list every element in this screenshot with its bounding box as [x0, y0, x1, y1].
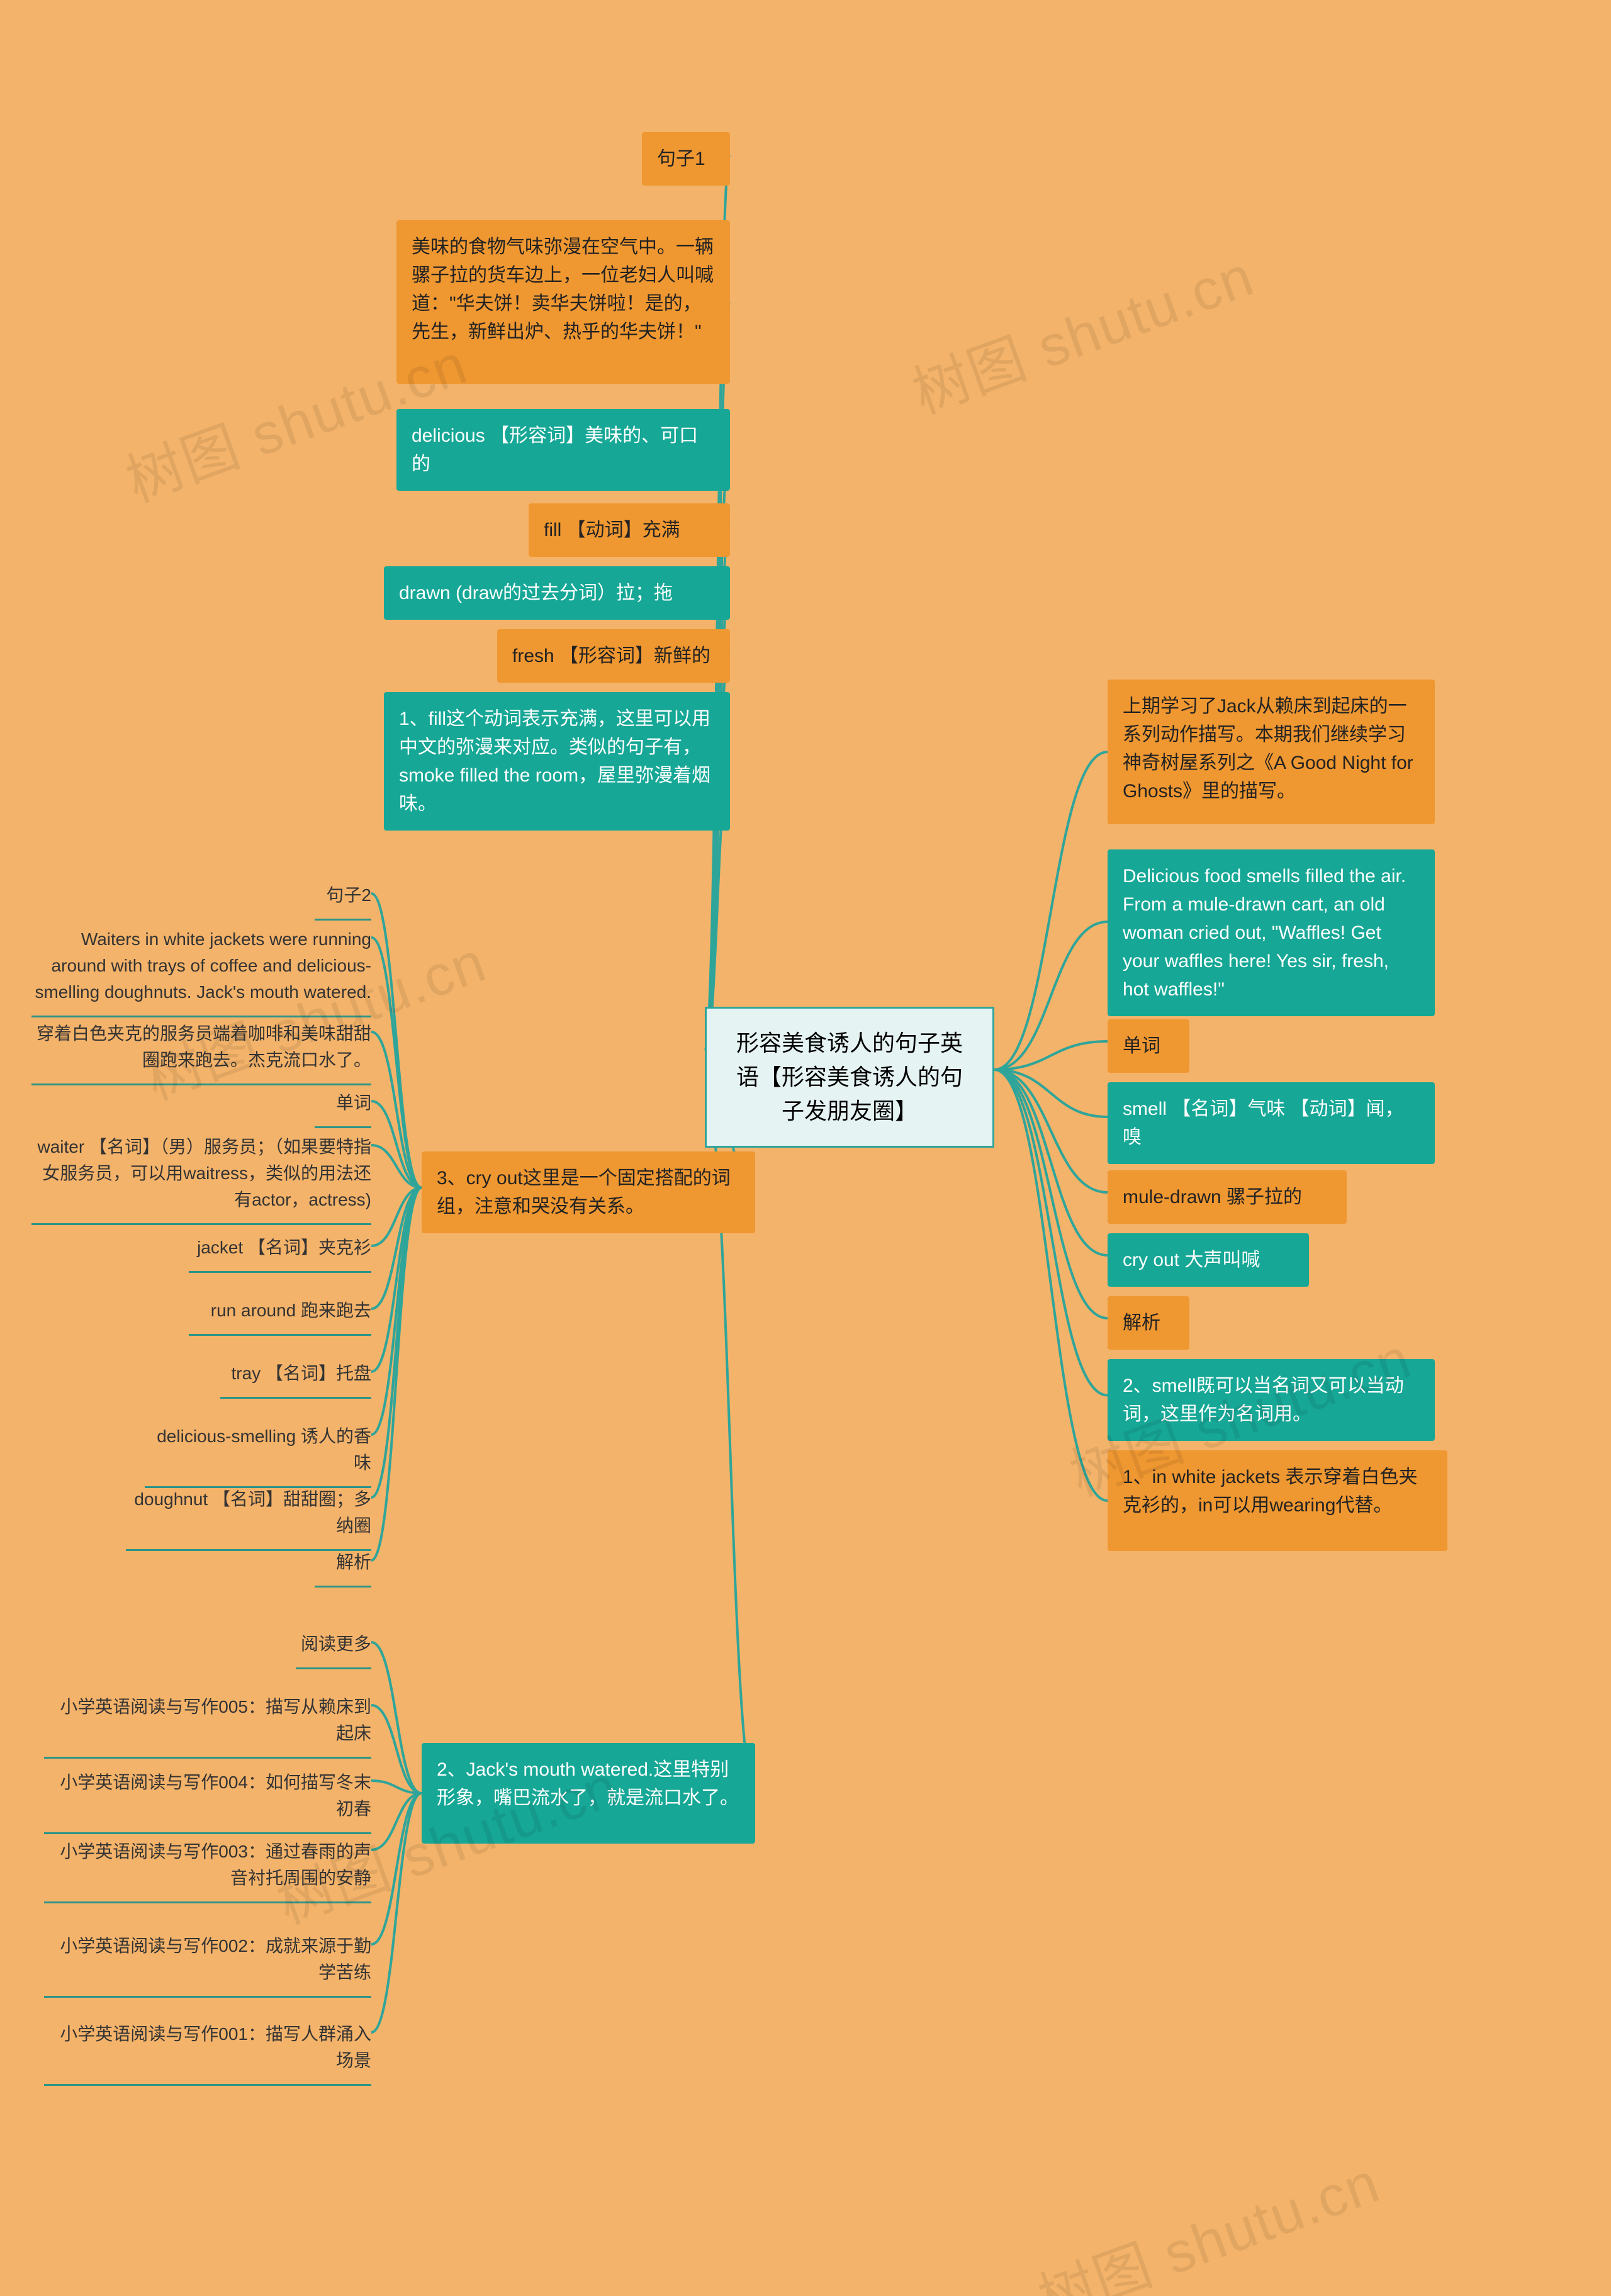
edge: [371, 1188, 422, 1561]
edge: [994, 1070, 1108, 1501]
edge: [371, 893, 422, 1188]
edge: [371, 1032, 422, 1188]
mindmap-node[interactable]: 小学英语阅读与写作002：成就来源于勤学苦练: [44, 1925, 371, 1998]
edge: [371, 1188, 422, 1246]
mindmap-node[interactable]: 句子2: [315, 875, 371, 921]
edge: [371, 1705, 422, 1793]
mindmap-node[interactable]: delicious-smelling 诱人的香味: [145, 1416, 371, 1488]
mindmap-node[interactable]: 解析: [1108, 1296, 1189, 1350]
edge: [371, 1642, 422, 1793]
mindmap-node[interactable]: tray 【名词】托盘: [220, 1353, 371, 1399]
edge: [371, 1188, 422, 1372]
edge: [994, 1070, 1108, 1192]
mindmap-node[interactable]: 1、fill这个动词表示充满，这里可以用中文的弥漫来对应。类似的句子有，smok…: [384, 692, 730, 831]
edge: [371, 1188, 422, 1435]
mindmap-node[interactable]: 1、in white jackets 表示穿着白色夹克衫的，in可以用weari…: [1108, 1450, 1447, 1551]
mindmap-node[interactable]: doughnut 【名词】甜甜圈；多纳圈: [126, 1479, 371, 1551]
mindmap-node[interactable]: cry out 大声叫喊: [1108, 1233, 1309, 1287]
mindmap-node[interactable]: 3、cry out这里是一个固定搭配的词组，注意和哭没有关系。: [422, 1151, 755, 1233]
mindmap-node[interactable]: 2、Jack's mouth watered.这里特别形象，嘴巴流水了，就是流口…: [422, 1743, 755, 1844]
edge: [371, 1188, 422, 1498]
watermark: 树图 shutu.cn: [900, 230, 1263, 429]
mindmap-node[interactable]: 形容美食诱人的句子英语【形容美食诱人的句子发朋友圈】: [705, 1007, 994, 1148]
mindmap-node[interactable]: 阅读更多: [296, 1623, 371, 1669]
edge: [371, 1793, 422, 1944]
mindmap-node[interactable]: 单词: [1108, 1019, 1189, 1073]
edge: [994, 1070, 1108, 1117]
mindmap-node[interactable]: 美味的食物气味弥漫在空气中。一辆骡子拉的货车边上，一位老妇人叫喊道："华夫饼！卖…: [396, 220, 730, 384]
mindmap-node[interactable]: 小学英语阅读与写作005：描写从赖床到起床: [44, 1686, 371, 1759]
mindmap-node[interactable]: 解析: [315, 1542, 371, 1588]
edge: [371, 1781, 422, 1793]
mindmap-node[interactable]: drawn (draw的过去分词）拉；拖: [384, 566, 730, 620]
mindmap-node[interactable]: fill 【动词】充满: [529, 503, 730, 557]
edge: [371, 938, 422, 1188]
mindmap-node[interactable]: waiter 【名词】（男）服务员；（如果要特指女服务员，可以用waitress…: [31, 1126, 371, 1225]
edge: [371, 1101, 422, 1188]
mindmap-node[interactable]: Waiters in white jackets were running ar…: [31, 919, 371, 1017]
edge: [994, 1070, 1108, 1255]
mindmap-node[interactable]: run around 跑来跑去: [189, 1290, 371, 1336]
mindmap-node[interactable]: mule-drawn 骡子拉的: [1108, 1170, 1347, 1224]
edge: [371, 1188, 422, 1309]
mindmap-node[interactable]: 小学英语阅读与写作004：如何描写冬末初春: [44, 1762, 371, 1834]
edge: [994, 922, 1108, 1070]
mindmap-node[interactable]: 小学英语阅读与写作003：通过春雨的声音衬托周围的安静: [44, 1831, 371, 1903]
edge: [994, 1041, 1108, 1070]
edge: [371, 1145, 422, 1188]
mindmap-node[interactable]: delicious 【形容词】美味的、可口的: [396, 409, 730, 491]
mindmap-node[interactable]: 小学英语阅读与写作001：描写人群涌入场景: [44, 2013, 371, 2086]
edge: [371, 1793, 422, 2032]
watermark: 树图 shutu.cn: [1026, 2137, 1389, 2296]
mindmap-node[interactable]: jacket 【名词】夹克衫: [189, 1227, 371, 1273]
mindmap-node[interactable]: smell 【名词】气味 【动词】闻，嗅: [1108, 1082, 1435, 1164]
edge: [994, 1070, 1108, 1318]
mindmap-node[interactable]: 上期学习了Jack从赖床到起床的一系列动作描写。本期我们继续学习神奇树屋系列之《…: [1108, 680, 1435, 824]
mindmap-node[interactable]: fresh 【形容词】新鲜的: [497, 629, 730, 683]
edge: [371, 1793, 422, 1850]
mindmap-node[interactable]: 单词: [315, 1082, 371, 1128]
mindmap-node[interactable]: 句子1: [642, 132, 730, 186]
mindmap-node[interactable]: 穿着白色夹克的服务员端着咖啡和美味甜甜圈跑来跑去。杰克流口水了。: [31, 1013, 371, 1085]
mindmap-node[interactable]: 2、smell既可以当名词又可以当动词，这里作为名词用。: [1108, 1359, 1435, 1441]
edge: [994, 752, 1108, 1070]
edge: [994, 1070, 1108, 1396]
mindmap-node[interactable]: Delicious food smells filled the air. Fr…: [1108, 849, 1435, 1016]
